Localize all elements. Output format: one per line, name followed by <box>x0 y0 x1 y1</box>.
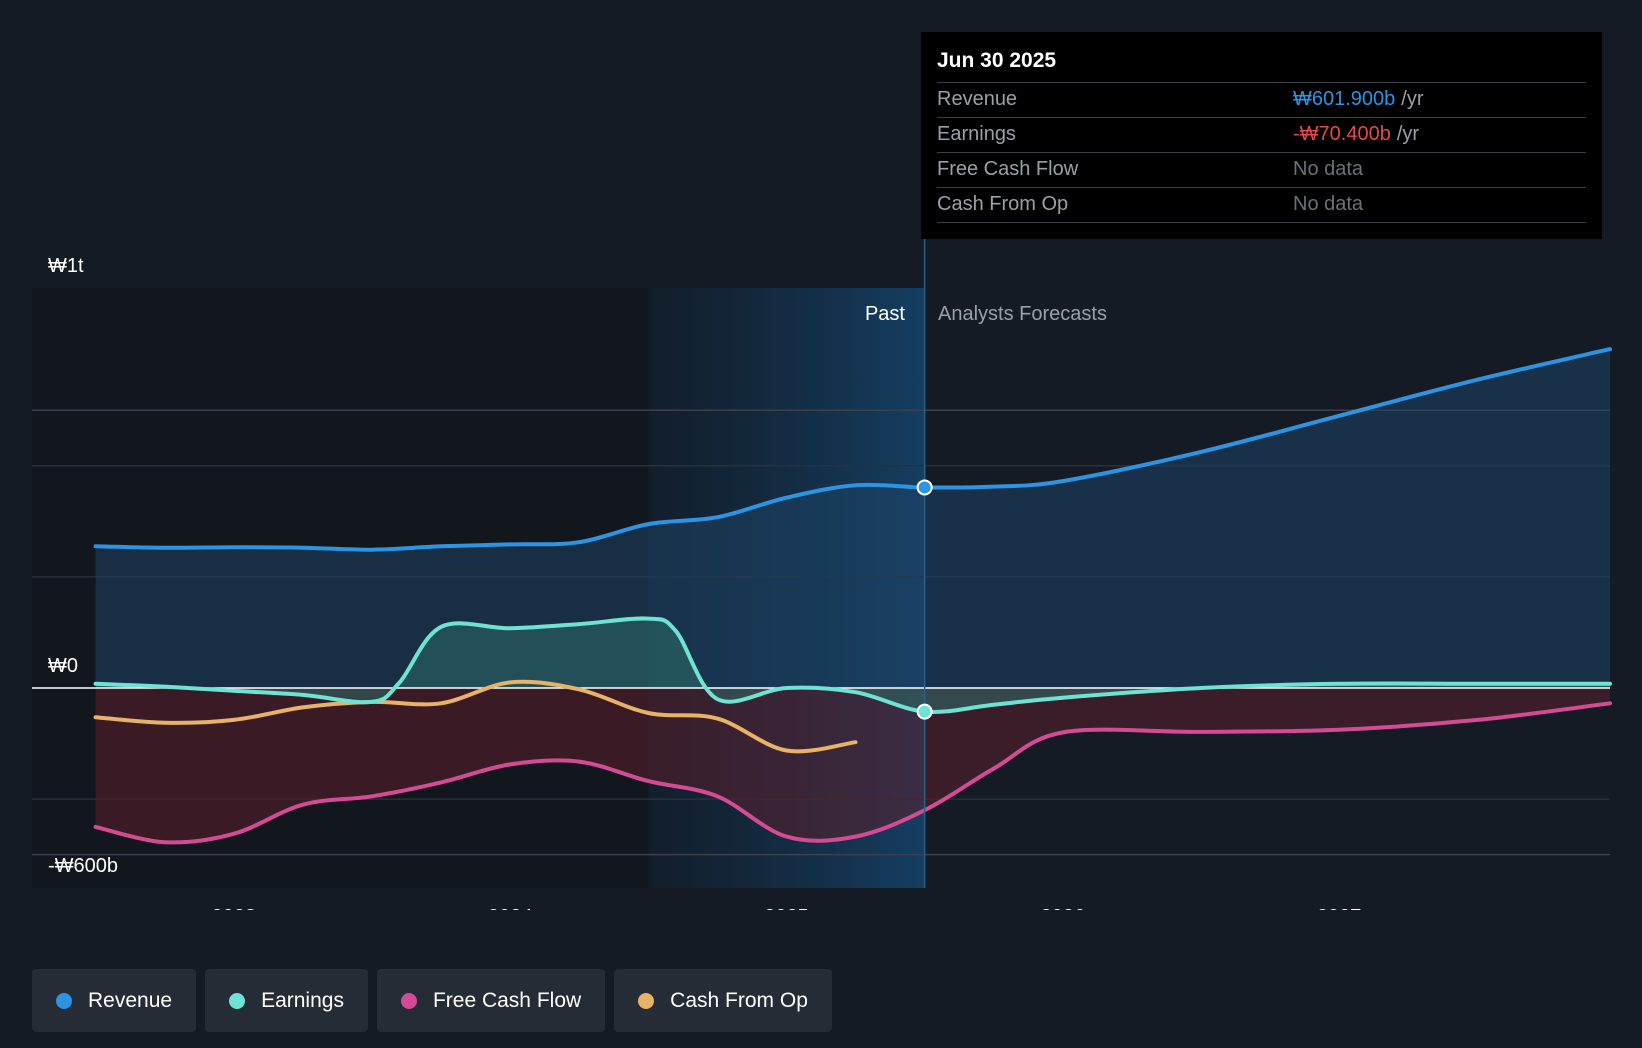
legend-label: Earnings <box>261 988 344 1012</box>
tooltip-value: No data <box>1293 193 1364 215</box>
legend-dot-icon <box>56 992 72 1009</box>
series-line-free-cash-flow <box>93 701 1612 845</box>
x-tick-2026: 2026 <box>1041 906 1086 910</box>
tooltip-panel: Jun 30 2025 Revenue ₩601.900b /yr Earnin… <box>921 32 1602 239</box>
series-line-cash-from-op <box>93 679 858 754</box>
legend-label: Free Cash Flow <box>432 988 582 1012</box>
legend-item-revenue[interactable]: Revenue <box>32 969 197 1032</box>
tooltip-row-revenue: Revenue ₩601.900b /yr <box>937 83 1586 118</box>
earnings-marker[interactable] <box>916 703 933 720</box>
legend-dot-icon <box>638 992 655 1009</box>
tooltip-value: -₩70.400b <box>1293 123 1391 145</box>
revenue-area <box>95 349 1611 688</box>
legend-item-free-cash-flow[interactable]: Free Cash Flow <box>376 969 606 1032</box>
y-label-zero: ₩0 <box>48 655 78 677</box>
legend-label: Revenue <box>88 988 173 1012</box>
x-tick-2023: 2023 <box>211 906 256 910</box>
tooltip-value: ₩601.900b <box>1293 88 1396 110</box>
y-label-bottom: -₩600b <box>48 855 118 877</box>
forecast-label: Analysts Forecasts <box>938 303 1107 325</box>
legend-item-earnings[interactable]: Earnings <box>205 969 368 1032</box>
chart-svg: ₩1t ₩0 -₩600b Past Analysts Forecasts 20… <box>32 238 1612 910</box>
tooltip-row-free-cash-flow: Free Cash Flow No data <box>937 153 1586 188</box>
legend-item-cash-from-op[interactable]: Cash From Op <box>614 969 832 1032</box>
tooltip-label: Free Cash Flow <box>937 158 1079 180</box>
tooltip-label: Revenue <box>937 88 1018 110</box>
x-tick-2024: 2024 <box>488 906 533 910</box>
y-label-top: ₩1t <box>48 255 84 277</box>
tooltip-row-cash-from-op: Cash From Op No data <box>937 188 1586 223</box>
x-tick-2027: 2027 <box>1317 906 1362 910</box>
legend-label: Cash From Op <box>670 988 808 1012</box>
tooltip-unit: /yr <box>1396 123 1420 145</box>
tooltip-row-earnings: Earnings -₩70.400b /yr <box>937 118 1586 153</box>
tooltip-label: Cash From Op <box>937 193 1069 215</box>
tooltip-unit: /yr <box>1401 88 1424 110</box>
past-label: Past <box>865 303 905 325</box>
revenue-marker[interactable] <box>916 479 933 496</box>
series-line-earnings <box>93 616 1612 714</box>
legend-dot-icon <box>229 992 246 1009</box>
earnings-area <box>95 618 1611 713</box>
tooltip-value: No data <box>1293 158 1364 180</box>
tooltip-date: Jun 30 2025 <box>937 46 1586 83</box>
fcf-area <box>95 688 1611 843</box>
legend: Revenue Earnings Free Cash Flow Cash Fro… <box>32 969 832 1032</box>
legend-dot-icon <box>400 992 417 1009</box>
x-tick-2025: 2025 <box>764 906 809 910</box>
series-line-revenue <box>93 347 1612 552</box>
tooltip-label: Earnings <box>937 123 1016 145</box>
